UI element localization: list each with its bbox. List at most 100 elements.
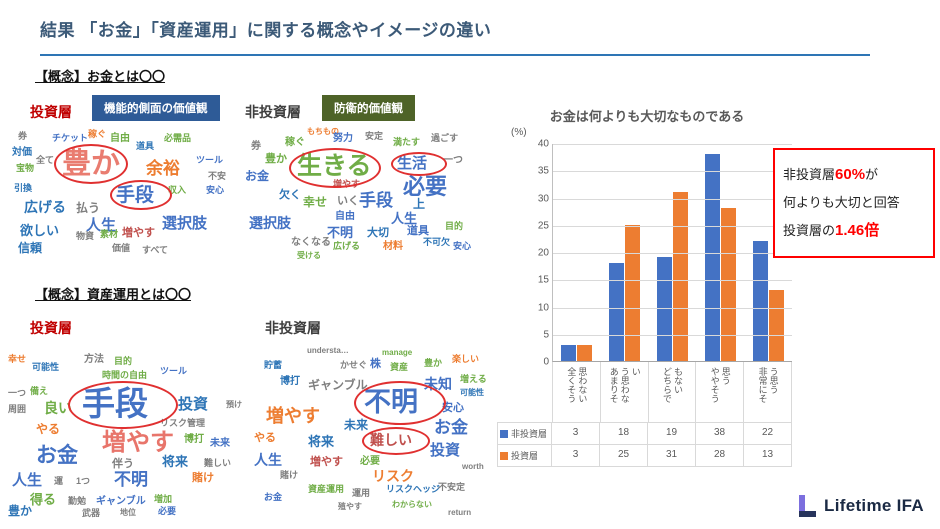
wordcloud-word: 手段	[82, 385, 148, 422]
wordcloud-word: 増加	[154, 494, 173, 504]
wordcloud-word: 良い	[44, 400, 72, 416]
y-tick-label: 20	[537, 247, 549, 259]
wordcloud-word: 未知	[424, 376, 452, 392]
callout-line-2: 何よりも大切と回答	[783, 195, 900, 210]
wordcloud-word: 幸せ	[303, 195, 328, 209]
wordcloud-word: 資産	[390, 362, 409, 372]
wordcloud-word: return	[448, 508, 472, 517]
wordcloud-word: 預け	[226, 400, 242, 409]
wordcloud-word: 人生	[391, 211, 418, 226]
y-tick-label: 5	[543, 329, 549, 341]
wordcloud-word: 人生	[86, 217, 117, 234]
gridline	[553, 253, 792, 254]
table-value-cell: 22	[744, 423, 792, 444]
wordcloud-word: 券	[18, 131, 28, 141]
wordcloud-word: 貯蓄	[264, 360, 283, 370]
wordcloud-word: 不可欠	[423, 237, 451, 247]
wordcloud-word: お金	[245, 169, 270, 183]
logo: Lifetime IFA	[797, 495, 924, 517]
bar-非投資層-2	[656, 257, 672, 361]
y-tick-label: 35	[537, 165, 549, 177]
table-row: 非投資層 3 18 19 38 22	[497, 422, 792, 444]
wordcloud-word: 素材	[100, 229, 119, 239]
bar-投資層-2	[672, 192, 688, 361]
wordcloud-word: 材料	[383, 241, 403, 252]
wordcloud-word: 楽しい	[452, 354, 480, 364]
wordcloud-asset-investor: 幸せ 可能性 方法 目的 時間の自由 ツール 一つ 備え 周囲 良い 手段 投資 預け リスク管理 やる 増や…	[8, 345, 256, 520]
logo-mark-horizontal-bar	[799, 511, 817, 517]
category-label: 非常にそう思う	[757, 367, 779, 403]
wordcloud-word: 必需品	[164, 133, 192, 143]
wordcloud-word: リスク管理	[160, 418, 206, 428]
wordcloud-word: 一つ	[8, 388, 27, 398]
wordcloud-word: manage	[382, 348, 413, 357]
chart-title: お金は何よりも大切なものである	[549, 109, 745, 124]
wordcloud-word: 宝物	[16, 163, 35, 173]
wordcloud-word: 地位	[120, 508, 136, 517]
chart-category-row: 全くそう思わない あまりそう思わない どちらでもない ややそう思う 非常にそう思う	[552, 362, 792, 422]
bar-非投資層-1	[609, 262, 625, 361]
asset-investor-label: 投資層	[30, 320, 72, 336]
callout-text: が	[865, 167, 879, 182]
bar-投資層-4	[768, 290, 784, 361]
wordcloud-word: 生きる	[297, 152, 372, 180]
wordcloud-word: 全て	[36, 155, 55, 165]
wordcloud-word: 余裕	[146, 159, 180, 178]
logo-text: Lifetime IFA	[824, 496, 924, 515]
callout-highlight-60pct: 60%	[835, 166, 866, 183]
wordcloud-word: 引換	[14, 183, 33, 193]
wordcloud-word: 投資	[430, 442, 461, 459]
gridline	[553, 144, 792, 145]
wordcloud-word: 稼ぐ	[88, 129, 107, 139]
wordcloud-word: 受ける	[297, 251, 321, 260]
gridline	[553, 307, 792, 309]
category-cell: あまりそう思わない	[601, 362, 649, 422]
wordcloud-word: 欲しい	[20, 223, 60, 238]
wordcloud-word: 株	[370, 358, 381, 370]
gridline	[553, 280, 792, 282]
wordcloud-asset-noninvestor: understa… manage 貯蓄 かせぐ株資産 豊か 楽しい 博打 ギャンブル 未知 増える…	[252, 345, 487, 520]
callout-box: 非投資層60%が 何よりも大切と回答 投資層の1.46倍	[773, 148, 935, 258]
wordcloud-word: 満たす	[393, 137, 421, 147]
wordcloud-word: 将来	[162, 454, 189, 469]
wordcloud-word: 増やす	[102, 429, 174, 456]
callout-text: 非投資層	[783, 167, 836, 182]
wordcloud-word: 幸せ	[8, 354, 27, 364]
wordcloud-word: 豊か	[62, 148, 121, 180]
wordcloud-word: 信頼	[18, 241, 43, 255]
wordcloud-word: すべて	[142, 245, 169, 255]
legend-swatch	[500, 429, 508, 438]
bar-投資層-1	[625, 224, 641, 361]
wordcloud-word: リスク	[372, 468, 414, 484]
wordcloud-word: 道具	[136, 141, 155, 151]
wordcloud-word: 広げる	[24, 199, 66, 215]
wordcloud-word: 人生	[254, 452, 282, 468]
money-noninvestor-badge: 防衛的価値観	[322, 95, 415, 121]
wordcloud-word: 必要	[158, 506, 177, 516]
bar-group	[601, 144, 649, 361]
wordcloud-word: いく	[337, 195, 359, 207]
category-cell: ややそう思う	[696, 362, 745, 422]
wordcloud-word: 未来	[210, 438, 230, 449]
wordcloud-word: わからない	[392, 500, 432, 509]
wordcloud-word: 備え	[30, 386, 49, 396]
wordcloud-word: 伴う	[112, 458, 134, 470]
wordcloud-word: 方法	[84, 354, 104, 365]
section-money-heading: 【概念】お金とは〇〇	[35, 69, 166, 84]
wordcloud-word: 豊か	[265, 153, 287, 165]
wordcloud-word: 安心	[453, 241, 472, 251]
wordcloud-word: 博打	[280, 376, 300, 387]
wordcloud-word: 人生	[12, 472, 43, 489]
wordcloud-word: 1つ	[76, 476, 91, 486]
y-tick-label: 30	[537, 193, 549, 204]
wordcloud-word: 必要	[360, 456, 380, 467]
series-name: 投資層	[511, 451, 539, 461]
wordcloud-word: リスクヘッジ	[386, 484, 441, 494]
wordcloud-word: なくなる	[291, 237, 331, 248]
table-value-cell: 3	[552, 445, 600, 466]
wordcloud-word: 自由	[110, 133, 130, 144]
wordcloud-money-investor: 券対価 宝物 全て チケット 稼ぐ 自由 道具 必需品 豊か 余裕 ツール 不安 引換 広げる 払う 手段 収入…	[12, 128, 240, 280]
lifetime-ifa-logo-icon	[797, 495, 817, 517]
wordcloud-word: 安心	[442, 402, 464, 414]
table-value-cell: 18	[600, 423, 648, 444]
